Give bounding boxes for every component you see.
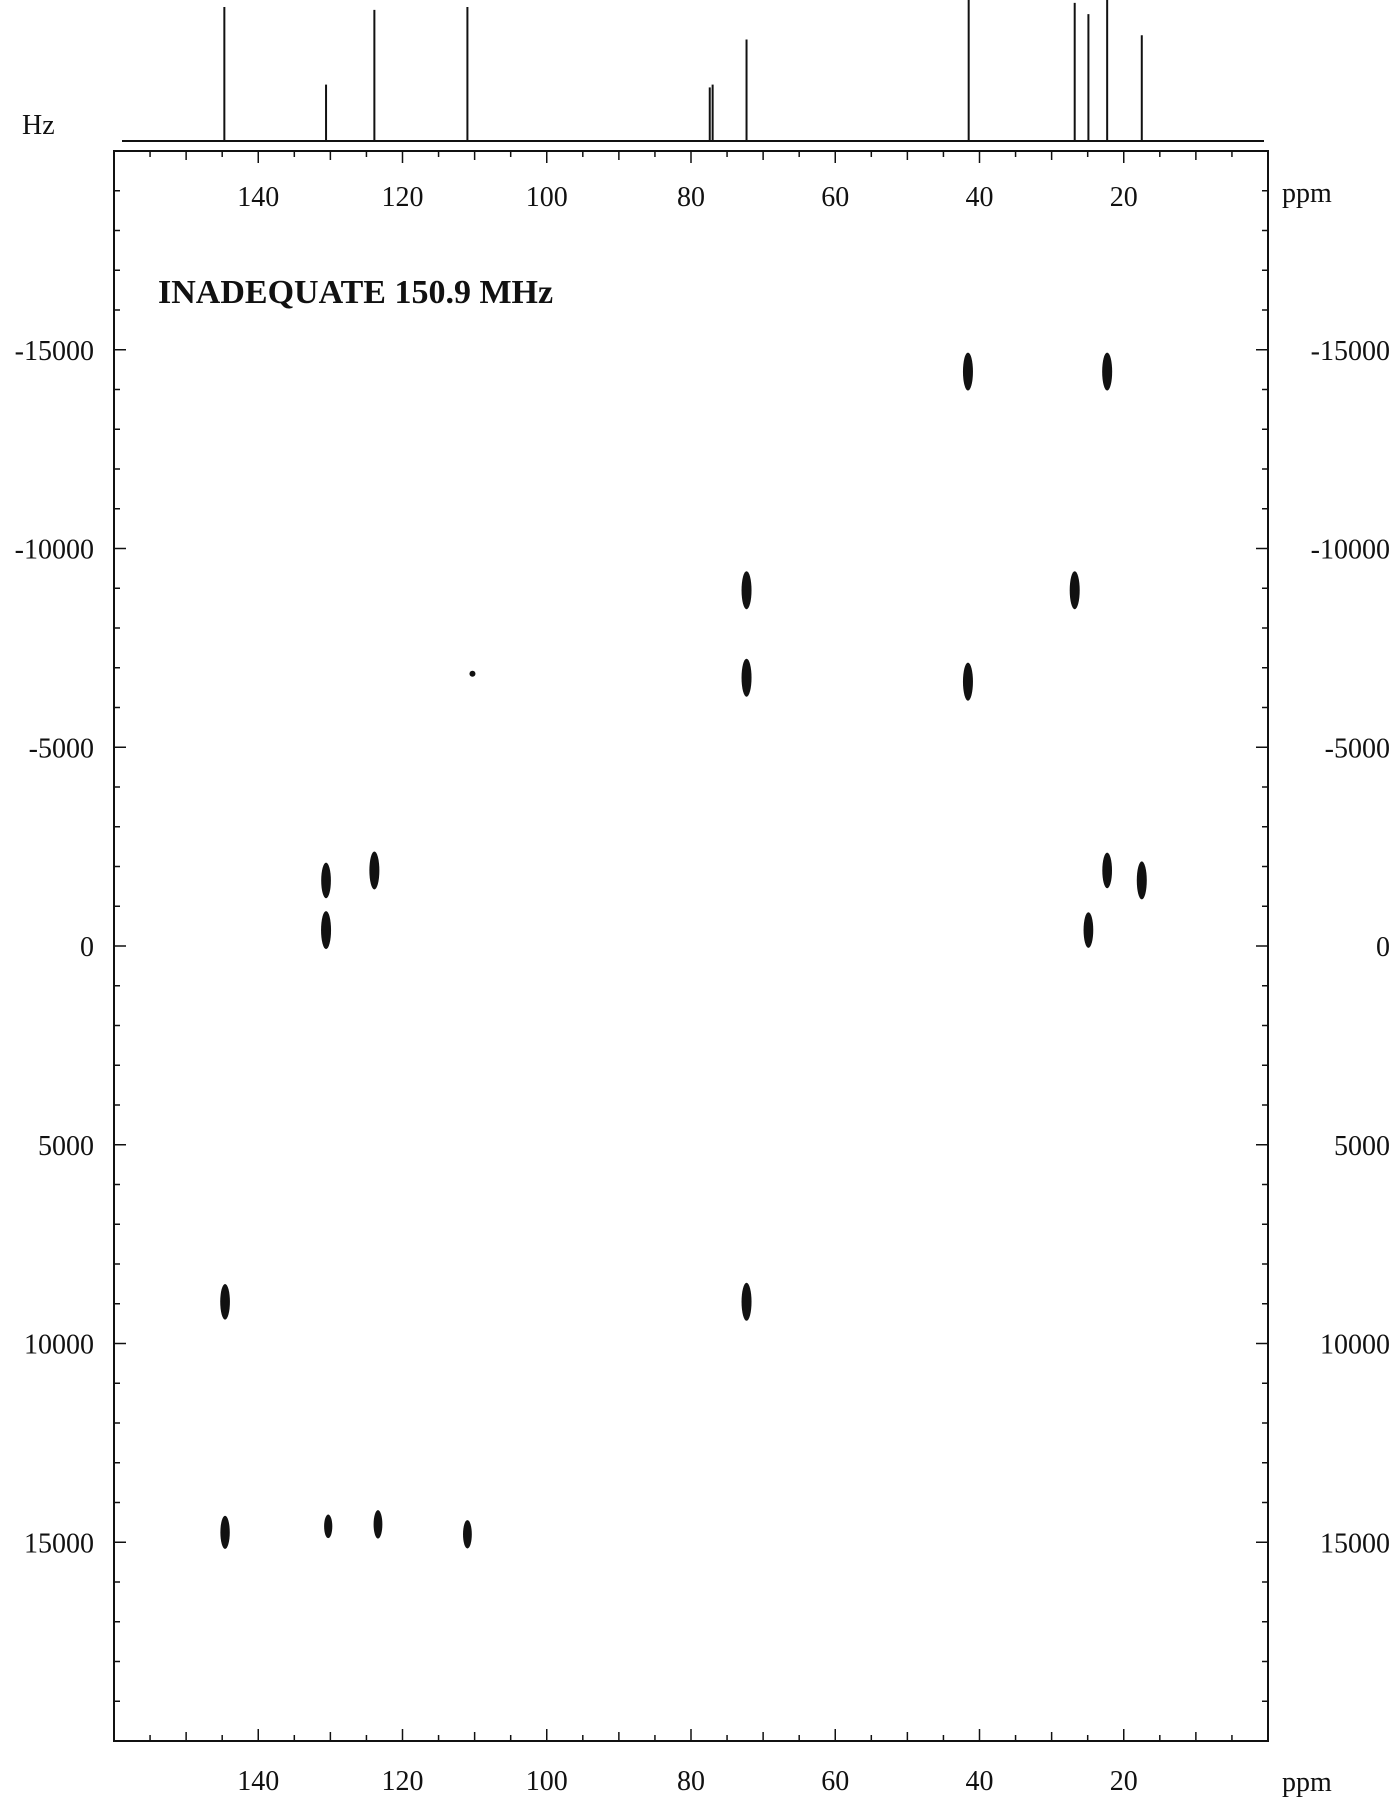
cross-peak-14 <box>741 1282 752 1321</box>
cross-peak-9 <box>321 862 331 899</box>
chart-title: INADEQUATE 150.9 MHz <box>158 274 553 311</box>
y-tick-label-right--15000: -15000 <box>1311 336 1390 367</box>
axis-ticks <box>114 151 1268 1741</box>
x-tick-label-top-60: 60 <box>821 182 849 213</box>
cross-peak-2 <box>741 571 752 610</box>
cross-peak-10 <box>1136 861 1147 900</box>
y-tick-label-left-5000: 5000 <box>38 1131 94 1162</box>
cross-peak-13 <box>220 1283 230 1320</box>
y-tick-label-right--5000: -5000 <box>1325 733 1390 764</box>
x-tick-label-top-120: 120 <box>382 182 424 213</box>
x-tick-label-top-80: 80 <box>677 182 705 213</box>
cross-peak-12 <box>1083 912 1094 948</box>
x-tick-label-bottom-40: 40 <box>966 1766 994 1797</box>
x-tick-label-bottom-60: 60 <box>821 1766 849 1797</box>
cross-peak-15 <box>220 1515 230 1549</box>
cross-peak-16 <box>324 1514 333 1539</box>
cross-peaks <box>220 352 1147 1549</box>
cross-peak-3 <box>1069 571 1080 610</box>
y-axis-label: Hz <box>22 110 55 141</box>
x-tick-label-bottom-20: 20 <box>1110 1766 1138 1797</box>
y-tick-label-right-15000: 15000 <box>1320 1528 1390 1559</box>
cross-peak-18 <box>463 1520 472 1549</box>
x-tick-label-top-100: 100 <box>526 182 568 213</box>
x-tick-label-bottom-100: 100 <box>526 1766 568 1797</box>
x-tick-label-top-40: 40 <box>966 182 994 213</box>
cross-peak-4 <box>469 670 476 677</box>
cross-peak-0 <box>962 352 973 391</box>
cross-peak-17 <box>373 1510 383 1539</box>
axis-tick-labels: 140 140 120 120 100 100 80 80 60 60 40 40 20 20 -15000… <box>15 182 1390 1797</box>
y-tick-label-right-10000: 10000 <box>1320 1330 1390 1361</box>
y-tick-label-right-5000: 5000 <box>1334 1131 1390 1162</box>
x-tick-label-top-140: 140 <box>237 182 279 213</box>
y-tick-label-left-15000: 15000 <box>24 1528 94 1559</box>
plot-frame <box>113 150 1269 1742</box>
x-tick-label-top-20: 20 <box>1110 182 1138 213</box>
y-tick-label-right-0: 0 <box>1376 932 1390 963</box>
y-tick-label-right--10000: -10000 <box>1311 535 1390 566</box>
cross-peak-8 <box>1102 852 1113 889</box>
y-tick-label-left--5000: -5000 <box>29 733 94 764</box>
cross-peak-6 <box>962 662 973 701</box>
y-tick-label-left--10000: -10000 <box>15 535 94 566</box>
cross-peak-11 <box>321 911 332 950</box>
x-tick-label-bottom-120: 120 <box>382 1766 424 1797</box>
y-tick-label-left-0: 0 <box>80 932 94 963</box>
y-tick-label-left-10000: 10000 <box>24 1330 94 1361</box>
projection-spectrum <box>122 0 1264 142</box>
x-axis-label-bottom: ppm <box>1282 1767 1332 1798</box>
x-axis-label-top: ppm <box>1282 178 1332 209</box>
x-tick-label-bottom-140: 140 <box>237 1766 279 1797</box>
cross-peak-5 <box>741 658 752 697</box>
x-tick-label-bottom-80: 80 <box>677 1766 705 1797</box>
y-tick-label-left--15000: -15000 <box>15 336 94 367</box>
cross-peak-1 <box>1102 352 1113 391</box>
cross-peak-7 <box>369 851 380 890</box>
